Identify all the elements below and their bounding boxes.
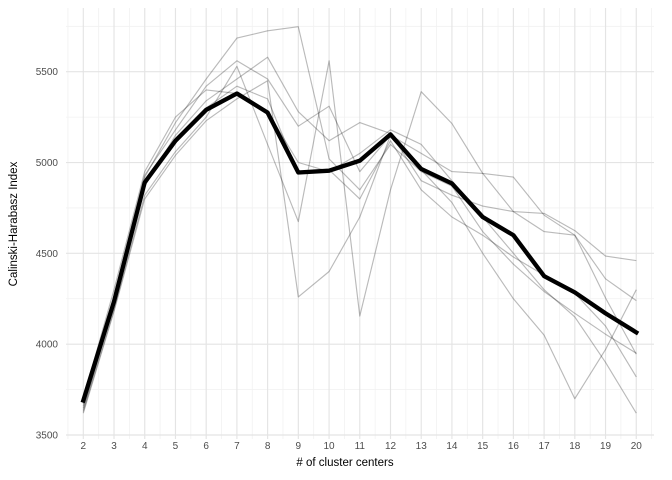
x-tick-label: 15 [477, 441, 489, 452]
y-tick-label: 4000 [36, 340, 59, 351]
y-axis-tick-labels: 3500 4000 4500 5000 5500 [36, 67, 59, 441]
x-tick-label: 5 [173, 441, 179, 452]
series-line-mean [80, 91, 640, 404]
series-line-run-4 [82, 80, 637, 414]
x-axis-title: # of cluster centers [296, 457, 393, 469]
y-tick-label: 4500 [36, 249, 59, 260]
x-tick-label: 3 [111, 441, 117, 452]
series-lines [80, 26, 640, 414]
series-line-run-2 [82, 56, 637, 408]
x-tick-label: 19 [600, 441, 612, 452]
x-tick-label: 8 [265, 441, 271, 452]
x-tick-label: 11 [355, 441, 366, 452]
x-axis-tick-labels: 2 3 4 5 6 7 8 9 10 11 12 13 14 15 16 17 18 19 20 [81, 441, 643, 452]
x-tick-label: 18 [569, 441, 581, 452]
x-tick-label: 2 [81, 441, 87, 452]
series-line-run-1 [82, 26, 637, 407]
x-tick-label: 10 [323, 441, 335, 452]
x-tick-label: 16 [508, 441, 520, 452]
y-tick-label: 5000 [36, 158, 59, 169]
x-tick-label: 17 [539, 441, 551, 452]
x-tick-label: 14 [446, 441, 458, 452]
x-tick-label: 4 [142, 441, 148, 452]
y-tick-label: 3500 [36, 431, 59, 442]
y-tick-label: 5500 [36, 67, 59, 78]
x-tick-label: 9 [296, 441, 302, 452]
series-line-run-5 [82, 89, 637, 414]
series-line-run-7 [82, 60, 637, 405]
x-tick-label: 6 [203, 441, 209, 452]
x-tick-label: 20 [631, 441, 643, 452]
gridlines-minor [66, 8, 654, 439]
series-line-run-3 [82, 60, 637, 412]
x-tick-label: 13 [416, 441, 428, 452]
x-tick-label: 12 [385, 441, 397, 452]
gridlines-major [66, 8, 654, 439]
y-axis-title: Calinski-Harabasz Index [8, 161, 20, 286]
x-tick-label: 7 [234, 441, 240, 452]
